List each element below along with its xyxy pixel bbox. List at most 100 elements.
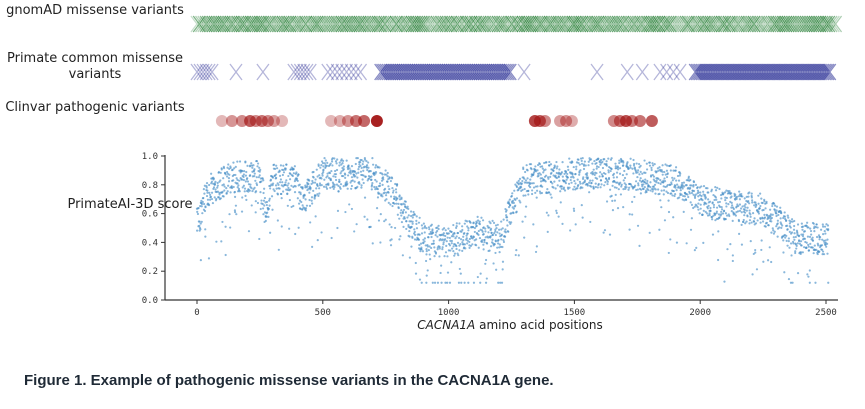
score-point: [269, 178, 273, 181]
score-point: [772, 202, 776, 205]
score-point: [720, 197, 723, 200]
gnomad-variant-marker: [305, 15, 320, 33]
score-point: [661, 173, 664, 176]
score-point: [363, 215, 366, 218]
score-point: [390, 226, 393, 229]
score-point: [227, 184, 230, 187]
score-point: [436, 281, 440, 284]
score-point: [323, 157, 326, 160]
score-point: [607, 157, 610, 160]
score-point: [471, 243, 474, 246]
gnomad-variant-marker: [287, 15, 301, 33]
gnomad-variant-marker: [204, 15, 218, 33]
score-point: [229, 226, 232, 229]
score-point: [353, 180, 356, 183]
score-point: [269, 231, 272, 234]
score-point: [204, 205, 207, 208]
clinvar-variant-marker: [370, 115, 383, 127]
score-point: [787, 216, 790, 219]
score-point: [718, 200, 721, 204]
score-point: [200, 220, 203, 223]
score-point: [544, 174, 548, 177]
score-point: [763, 198, 766, 201]
score-point: [313, 197, 316, 200]
score-point: [489, 235, 492, 238]
score-point: [347, 164, 350, 167]
score-point: [704, 196, 707, 199]
score-point: [662, 189, 666, 192]
score-point: [429, 258, 432, 261]
gnomad-variant-marker: [253, 15, 267, 33]
score-point: [232, 185, 235, 189]
score-point: [743, 211, 747, 214]
score-point: [360, 158, 363, 162]
score-point: [545, 161, 548, 164]
score-point: [394, 182, 397, 186]
score-point: [418, 233, 421, 236]
gnomad-variant-marker: [579, 15, 593, 33]
score-point: [487, 231, 490, 234]
gnomad-variant-marker: [351, 15, 365, 33]
score-point: [286, 192, 289, 196]
score-point: [665, 175, 669, 179]
score-point: [297, 173, 300, 176]
gnomad-variant-marker: [509, 15, 523, 33]
gnomad-variant-marker: [269, 15, 283, 33]
score-point: [545, 211, 548, 214]
gnomad-variant-marker: [455, 15, 469, 33]
score-point: [213, 183, 217, 186]
score-point: [794, 251, 797, 255]
score-point: [467, 229, 470, 232]
gnomad-variant-marker: [478, 15, 492, 33]
gnomad-variant-marker: [195, 15, 209, 33]
score-point: [402, 208, 406, 212]
score-point: [803, 246, 806, 249]
score-point: [581, 186, 584, 189]
score-point: [766, 214, 769, 217]
score-point: [643, 186, 646, 189]
score-point: [452, 223, 455, 227]
score-point: [669, 238, 672, 241]
score-point: [423, 237, 427, 240]
score-point: [702, 190, 705, 193]
score-point: [264, 219, 267, 222]
score-point: [537, 174, 540, 177]
score-point: [631, 200, 634, 203]
score-point: [526, 169, 529, 172]
score-point: [383, 187, 387, 190]
score-point: [450, 247, 454, 250]
score-point: [796, 232, 799, 235]
score-point: [328, 171, 332, 175]
score-point: [208, 198, 212, 201]
score-point: [286, 184, 289, 187]
gnomad-variant-marker: [652, 15, 666, 33]
gnomad-variant-marker: [518, 15, 532, 33]
score-point: [458, 244, 461, 247]
score-point: [791, 240, 795, 243]
score-point: [297, 226, 300, 229]
score-point: [751, 199, 754, 202]
score-point: [375, 180, 378, 183]
score-point: [312, 176, 315, 179]
score-point: [200, 205, 203, 208]
score-point: [665, 169, 669, 172]
gnomad-variant-marker: [360, 15, 374, 33]
score-point: [371, 182, 374, 185]
score-point: [253, 172, 256, 175]
score-point: [459, 238, 463, 241]
score-point: [604, 181, 607, 184]
score-point: [519, 186, 523, 189]
score-point: [379, 241, 382, 244]
score-point: [370, 175, 373, 178]
score-point: [789, 281, 793, 284]
score-point: [547, 214, 550, 217]
score-point: [524, 194, 527, 197]
score-point: [603, 184, 606, 187]
score-point: [712, 203, 716, 207]
score-point: [713, 212, 717, 215]
score-point: [388, 223, 391, 226]
score-point: [255, 183, 259, 187]
gnomad-variant-marker: [321, 15, 335, 33]
score-point: [801, 235, 805, 238]
gnomad-variant-marker: [595, 15, 609, 33]
